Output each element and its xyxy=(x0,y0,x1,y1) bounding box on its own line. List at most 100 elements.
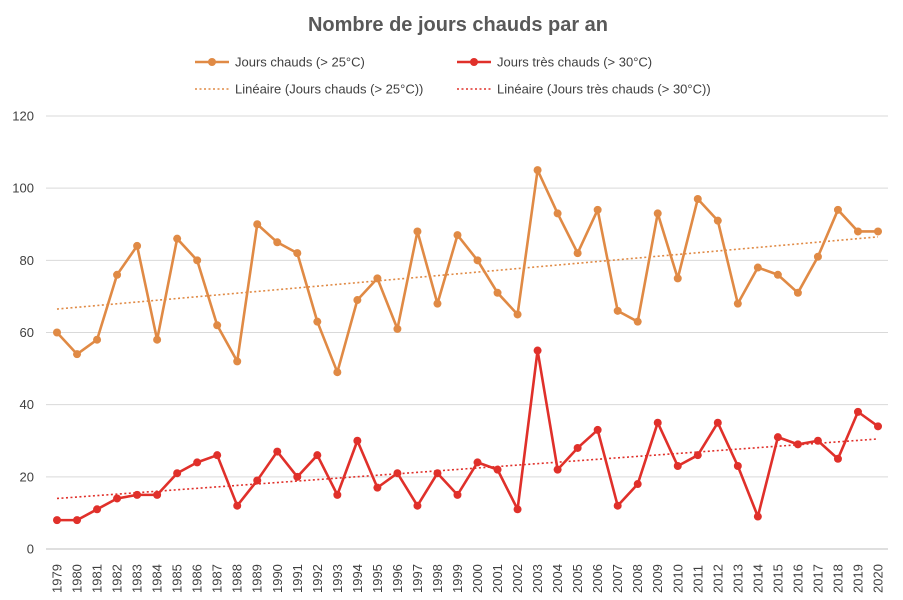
data-point xyxy=(453,231,462,240)
x-tick-label: 1997 xyxy=(410,564,425,593)
data-point xyxy=(673,462,682,471)
data-point xyxy=(673,274,682,283)
y-axis-ticks: 0 20 40 60 80 100 120 xyxy=(12,109,34,557)
data-point xyxy=(53,516,61,525)
x-tick-label: 2000 xyxy=(470,564,485,593)
legend-item: Linéaire (Jours très chauds (> 30°C)) xyxy=(457,82,711,97)
x-tick-label: 2008 xyxy=(630,564,645,593)
series-line xyxy=(56,168,878,374)
data-point xyxy=(173,469,182,478)
data-point xyxy=(493,288,502,297)
data-point xyxy=(693,451,702,460)
x-tick-label: 2009 xyxy=(650,564,665,593)
legend-item: Jours chauds (> 25°C) xyxy=(195,55,365,70)
data-point xyxy=(393,469,402,478)
data-point xyxy=(413,501,422,510)
x-tick-label: 1983 xyxy=(130,564,145,593)
gridlines xyxy=(46,115,888,550)
x-tick-label: 2006 xyxy=(590,564,605,593)
x-tick-label: 2012 xyxy=(710,564,725,593)
data-point xyxy=(213,451,222,460)
data-point xyxy=(393,324,402,333)
y-tick-label: 100 xyxy=(12,181,34,196)
x-tick-label: 2015 xyxy=(770,564,785,593)
data-point xyxy=(193,256,202,265)
data-point xyxy=(853,407,862,416)
data-point xyxy=(333,368,342,377)
legend-label: Jours chauds (> 25°C) xyxy=(235,55,365,70)
series-2 xyxy=(53,346,882,525)
x-tick-label: 2019 xyxy=(850,564,865,593)
data-point xyxy=(133,490,142,499)
legend-item: Linéaire (Jours chauds (> 25°C)) xyxy=(195,82,423,97)
y-tick-label: 20 xyxy=(20,469,34,484)
legend-marker xyxy=(208,58,216,66)
data-point xyxy=(573,443,582,452)
x-tick-label: 1989 xyxy=(250,564,265,593)
data-point xyxy=(453,490,462,499)
x-tick-label: 1986 xyxy=(190,564,205,593)
data-point xyxy=(593,205,602,214)
x-tick-label: 2011 xyxy=(690,565,705,593)
x-tick-label: 1988 xyxy=(230,564,245,593)
data-point xyxy=(653,418,662,427)
legend-label: Linéaire (Jours très chauds (> 30°C)) xyxy=(497,82,711,97)
data-point xyxy=(773,433,782,442)
x-tick-label: 1996 xyxy=(390,564,405,593)
data-point xyxy=(73,350,82,359)
data-point xyxy=(313,317,322,326)
x-tick-label: 2004 xyxy=(550,564,565,593)
x-tick-label: 2001 xyxy=(490,564,505,593)
data-point xyxy=(213,321,222,330)
data-point xyxy=(874,227,882,236)
data-point xyxy=(733,299,742,308)
data-point xyxy=(153,335,162,344)
y-tick-label: 60 xyxy=(20,325,34,340)
data-point xyxy=(253,476,262,485)
x-tick-label: 2007 xyxy=(610,564,625,593)
data-point xyxy=(373,274,382,283)
data-point xyxy=(553,209,562,218)
data-point xyxy=(713,418,722,427)
data-point xyxy=(433,299,442,308)
x-tick-label: 2002 xyxy=(510,564,525,593)
data-point xyxy=(353,436,362,445)
series-1 xyxy=(53,166,882,377)
data-point xyxy=(813,436,822,445)
x-tick-label: 1981 xyxy=(90,564,105,593)
legend: Jours chauds (> 25°C) Jours très chauds (… xyxy=(195,55,711,97)
x-tick-label: 1980 xyxy=(70,564,85,593)
x-tick-label: 1982 xyxy=(110,564,125,593)
data-point xyxy=(793,288,802,297)
data-point xyxy=(413,227,422,236)
data-point xyxy=(693,194,702,203)
x-tick-label: 1993 xyxy=(330,564,345,593)
data-point xyxy=(493,465,502,474)
x-tick-label: 1985 xyxy=(170,564,185,593)
x-tick-label: 1998 xyxy=(430,564,445,593)
y-tick-label: 80 xyxy=(20,253,34,268)
data-point xyxy=(833,454,842,463)
data-point xyxy=(73,516,82,525)
data-point xyxy=(593,425,602,434)
x-tick-label: 1992 xyxy=(310,564,325,593)
data-point xyxy=(273,238,282,247)
data-point xyxy=(513,310,522,319)
data-point xyxy=(373,483,382,492)
x-tick-label: 2016 xyxy=(790,564,805,593)
trendlines xyxy=(56,236,879,500)
data-point xyxy=(713,216,722,225)
data-point xyxy=(473,458,482,467)
data-point xyxy=(753,512,762,521)
data-point xyxy=(533,166,542,175)
data-point xyxy=(333,490,342,499)
y-tick-label: 120 xyxy=(12,109,34,124)
data-point xyxy=(433,469,442,478)
data-point xyxy=(93,335,102,344)
data-point xyxy=(833,205,842,214)
x-axis-ticks: 1979 1980 1981 1982 1983 1984 1985 1986 1987 1988… xyxy=(50,564,886,593)
data-point xyxy=(513,505,522,514)
data-point xyxy=(533,346,542,355)
data-point xyxy=(133,241,142,250)
